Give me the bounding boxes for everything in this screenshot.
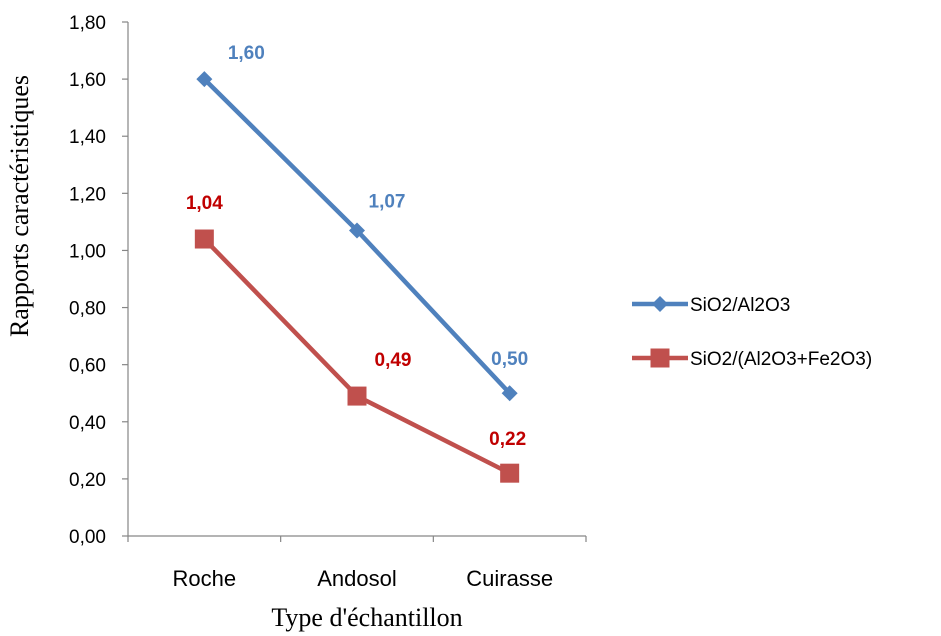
y-tick-label: 0,40	[69, 413, 106, 434]
data-label: 0,49	[375, 350, 412, 371]
y-axis-title: Rapports caractéristiques	[5, 75, 34, 337]
data-point-marker	[347, 386, 367, 406]
y-tick-label: 0,00	[69, 527, 106, 548]
data-point-marker	[349, 222, 365, 239]
y-tick-label: 1,00	[69, 241, 106, 262]
x-tick-label: Cuirasse	[466, 566, 553, 591]
data-point-marker	[500, 463, 520, 483]
data-point-marker	[196, 71, 213, 88]
y-tick-label: 0,60	[69, 356, 106, 377]
data-label: 0,50	[491, 349, 528, 370]
y-tick-label: 1,80	[69, 13, 106, 34]
series-layer	[194, 71, 520, 483]
y-tick-label: 1,40	[69, 127, 106, 148]
data-labels: 1,60 1,07 0,50 1,04 0,49 0,22	[186, 43, 528, 450]
data-label: 1,60	[228, 43, 265, 64]
series-line	[202, 237, 511, 476]
x-axis: Roche Andosol Cuirasse	[127, 535, 587, 591]
data-label: 1,07	[369, 191, 406, 212]
x-axis-title: Type d'échantillon	[271, 603, 462, 632]
y-tick-label: 0,20	[69, 470, 106, 491]
data-point-marker	[652, 296, 668, 312]
x-tick-label: Andosol	[317, 566, 397, 591]
data-label: 1,04	[186, 193, 223, 214]
data-point-marker	[650, 348, 670, 368]
legend-item: SiO2/Al2O3	[632, 295, 790, 316]
y-tick-label: 0,80	[69, 299, 106, 320]
x-tick-label: Roche	[173, 566, 237, 591]
series-2	[194, 229, 520, 483]
y-axis: 0,00 0,20 0,40 0,60 0,80 1,00 1,20 1,40 1,60 1,80	[69, 13, 129, 548]
data-point-marker	[501, 385, 518, 402]
legend-item: SiO2/(Al2O3+Fe2O3)	[632, 348, 872, 370]
y-tick-label: 1,60	[69, 70, 106, 91]
y-tick-label: 1,20	[69, 184, 106, 205]
legend-label: SiO2/Al2O3	[690, 295, 790, 316]
series-1	[196, 71, 518, 402]
legend-label: SiO2/(Al2O3+Fe2O3)	[690, 349, 872, 370]
data-label: 0,22	[489, 429, 526, 450]
legend: SiO2/Al2O3 SiO2/(Al2O3+Fe2O3)	[632, 295, 872, 370]
data-point-marker	[194, 229, 214, 249]
